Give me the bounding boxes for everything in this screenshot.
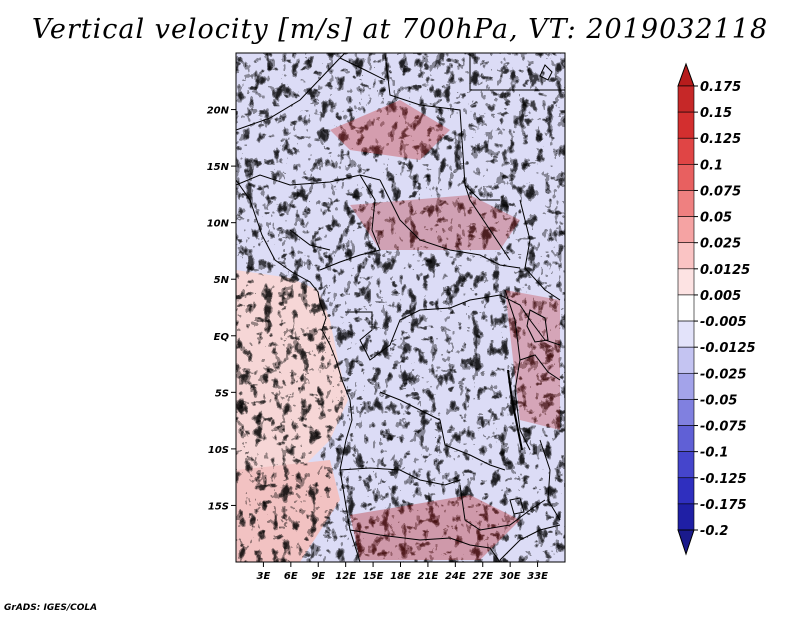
lon-tick-label: 24E	[445, 571, 466, 582]
colorbar-swatch	[677, 137, 695, 165]
colorbar-label: 0.05	[700, 211, 732, 226]
colorbar-swatch	[677, 164, 695, 191]
colorbar-top-arrow	[677, 62, 695, 87]
colorbar-swatch	[677, 268, 695, 296]
lon-tick-label: 3E	[257, 571, 271, 582]
lon-tick-label: 12E	[335, 571, 356, 582]
grads-credit: GrADS: IGES/COLA	[4, 603, 98, 613]
lon-tick-label: 9E	[311, 571, 325, 582]
colorbar-swatch	[677, 425, 695, 452]
map-title: Vertical velocity [m/s] at 700hPa, VT: 2…	[31, 14, 769, 45]
colorbar-label: -0.175	[700, 498, 747, 513]
colorbar-label: -0.025	[700, 367, 747, 382]
lon-tick-label: 18E	[390, 571, 411, 582]
colorbar-swatch	[677, 346, 695, 374]
lon-tick-label: 30E	[500, 571, 521, 582]
longitude-axis: 3E 6E 9E 12E 15E 18E 21E 24E 27E 30E 33E	[257, 562, 548, 582]
colorbar-swatch	[677, 477, 695, 505]
colorbar-bottom-arrow	[677, 529, 695, 556]
colorbar-label: -0.1	[700, 446, 728, 461]
velocity-field	[236, 53, 565, 562]
lat-tick-label: 15N	[207, 162, 230, 173]
latitude-axis: 20N 15N 10N 5N EQ 5S 10S 15S	[207, 106, 236, 512]
lat-tick-label: 5N	[214, 275, 230, 286]
lon-tick-label: 33E	[527, 571, 548, 582]
colorbar-swatch	[677, 372, 695, 400]
colorbar-swatch	[677, 111, 695, 139]
colorbar-label: 0.005	[700, 289, 741, 304]
lon-tick-label: 15E	[363, 571, 384, 582]
lon-tick-label: 21E	[418, 571, 439, 582]
colorbar-swatch	[677, 85, 695, 113]
colorbar-label: 0.125	[700, 132, 741, 147]
colorbar-label: 0.075	[700, 184, 741, 199]
lat-tick-label: EQ	[214, 332, 230, 343]
lat-tick-label: 15S	[208, 501, 229, 512]
colorbar-label: 0.175	[700, 80, 741, 95]
colorbar-swatch	[677, 190, 695, 217]
lon-tick-label: 6E	[284, 571, 298, 582]
lat-tick-label: 20N	[207, 106, 230, 117]
colorbar-swatch	[677, 294, 695, 322]
colorbar-label: 0.1	[700, 158, 723, 173]
colorbar-label: -0.2	[700, 524, 728, 539]
colorbar-label: -0.0125	[700, 341, 756, 356]
colorbar-swatch	[677, 399, 695, 426]
lat-tick-label: 10N	[207, 219, 230, 230]
colorbar-label: -0.005	[700, 315, 747, 330]
colorbar: 0.175 0.15 0.125 0.1 0.075 0.05 0.025 0.0125 0.0…	[677, 62, 756, 556]
colorbar-swatch	[677, 503, 695, 531]
colorbar-label: 0.025	[700, 237, 741, 252]
lat-tick-label: 10S	[208, 445, 229, 456]
colorbar-label: -0.125	[700, 472, 747, 487]
colorbar-label: -0.075	[700, 420, 747, 435]
colorbar-swatch	[677, 451, 695, 479]
colorbar-swatch	[677, 216, 695, 244]
colorbar-label: -0.05	[700, 393, 737, 408]
colorbar-swatch	[677, 320, 695, 348]
colorbar-label: 0.15	[700, 106, 732, 121]
colorbar-label: 0.0125	[700, 263, 750, 278]
country-borders	[236, 53, 565, 562]
lon-tick-label: 27E	[472, 571, 493, 582]
lat-tick-label: 5S	[215, 388, 229, 399]
colorbar-swatch	[677, 242, 695, 270]
